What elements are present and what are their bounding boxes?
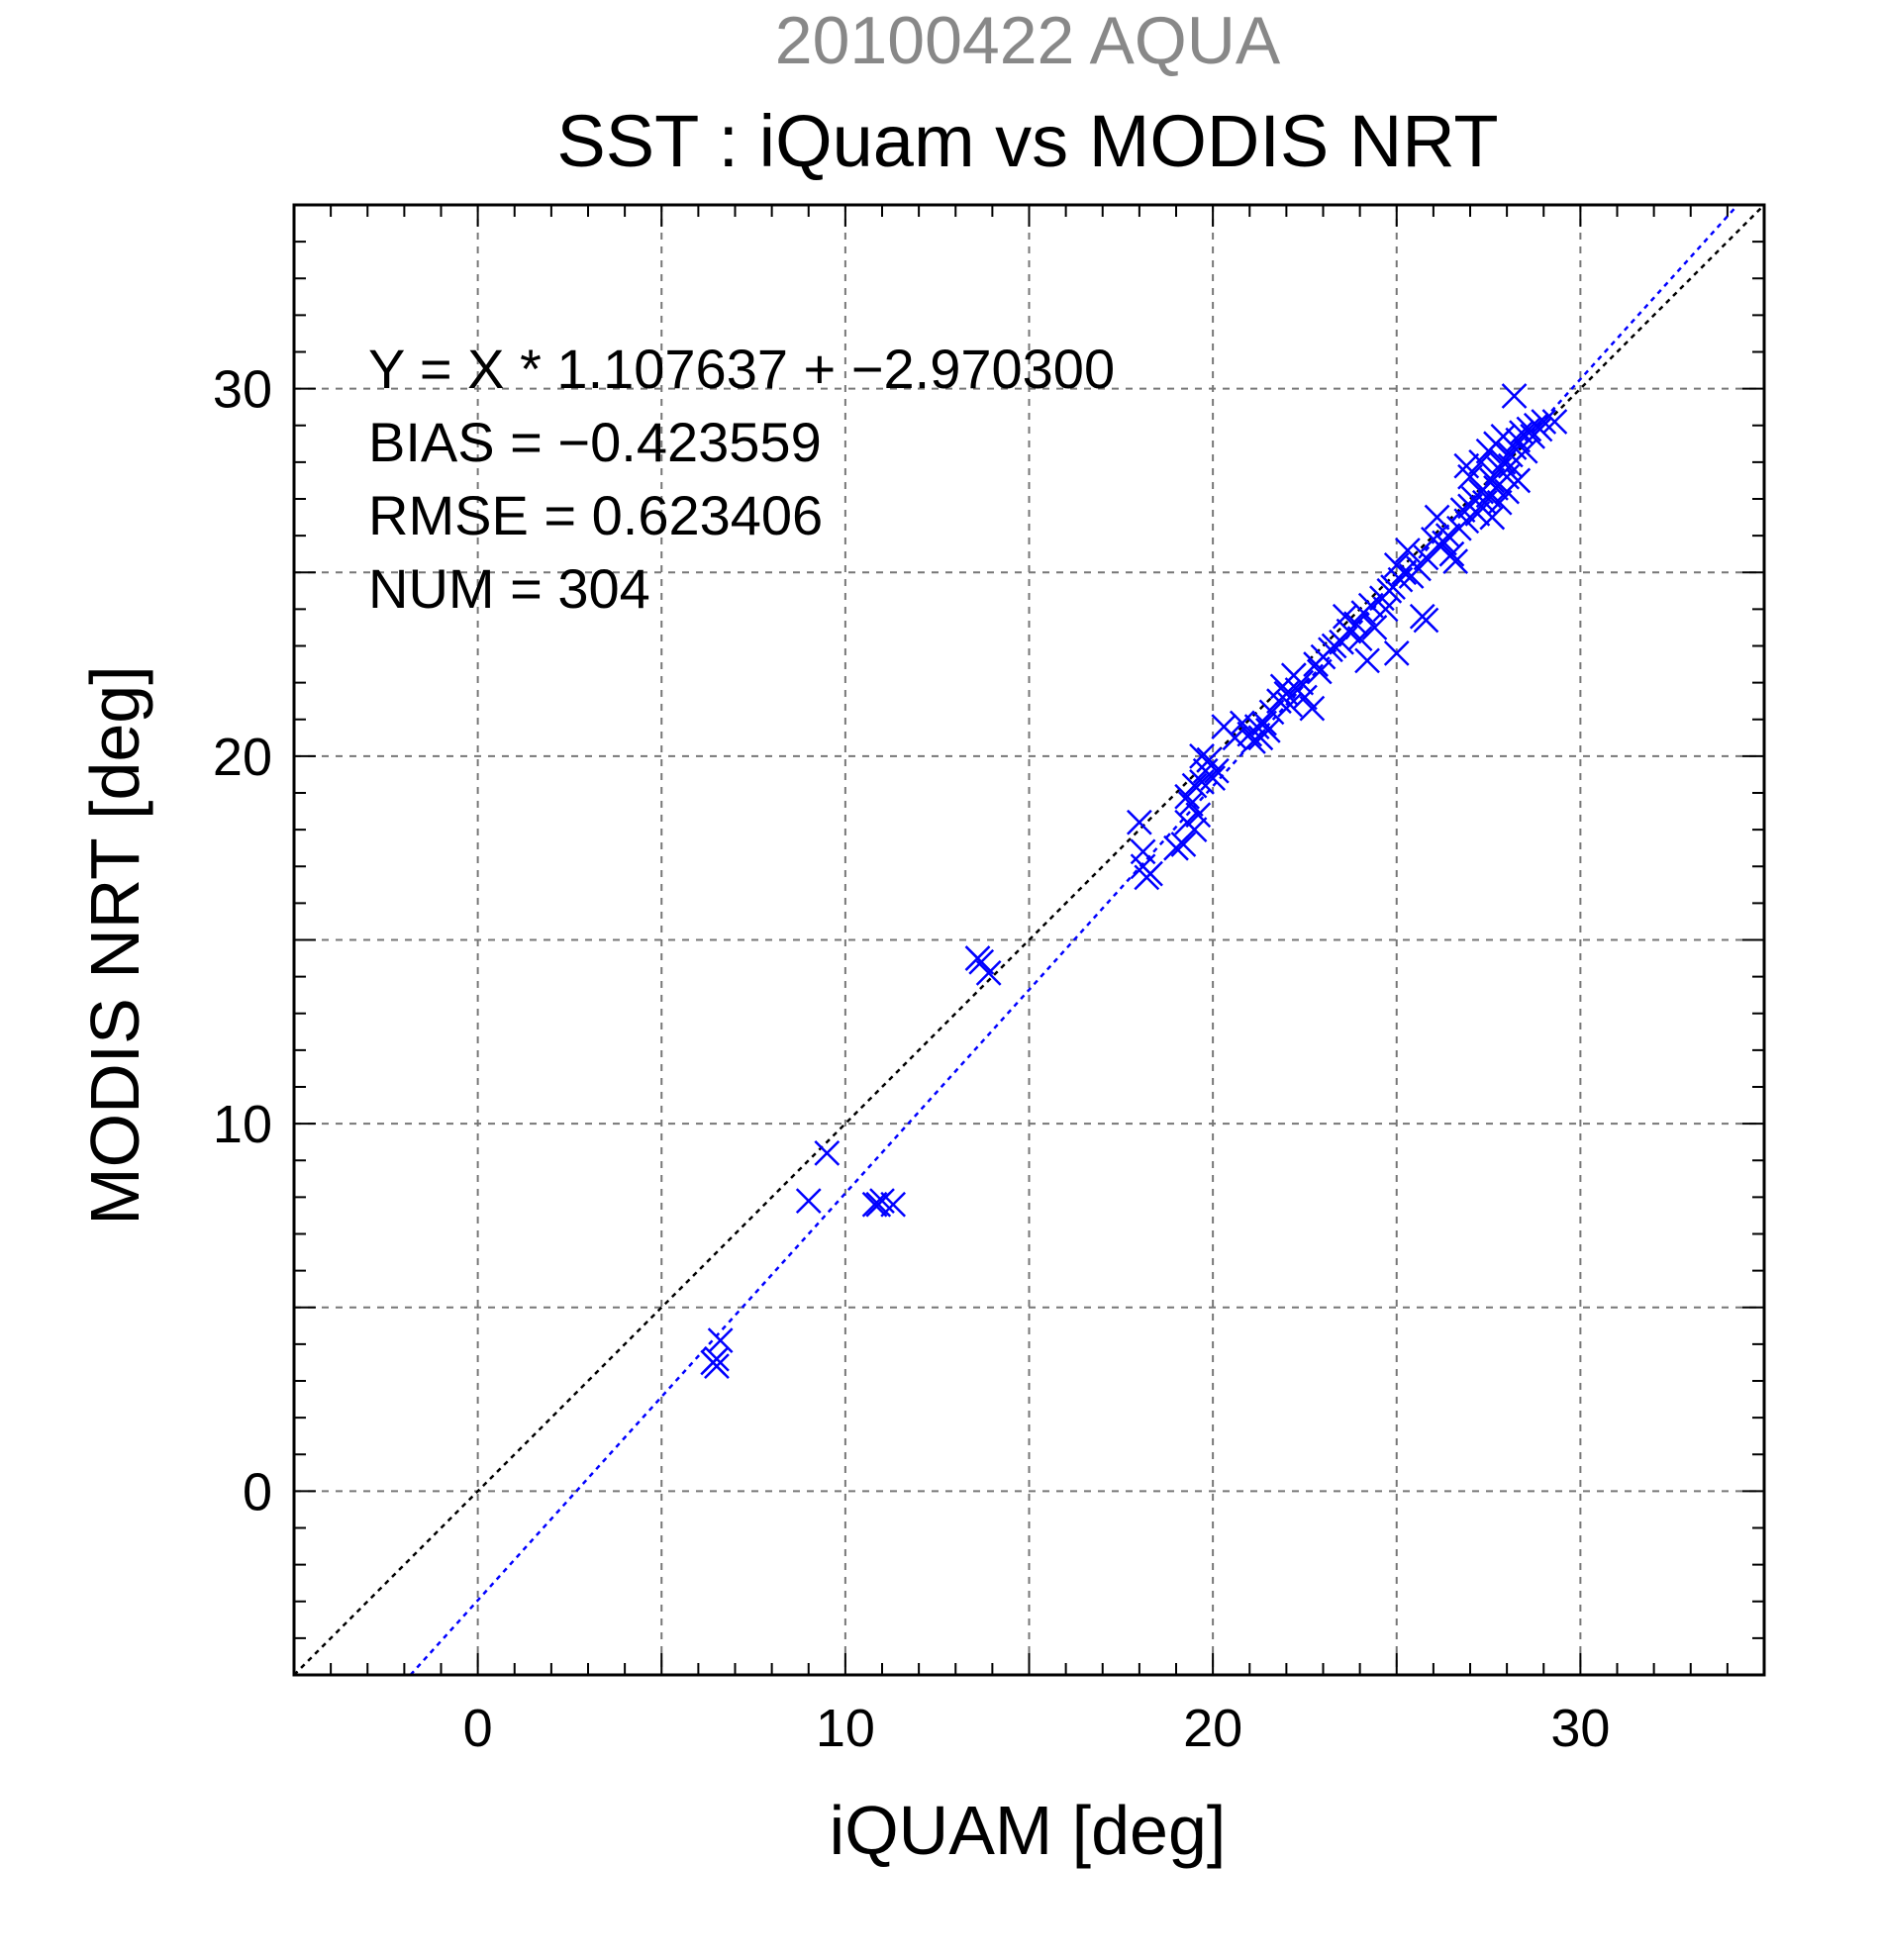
data-point bbox=[1240, 729, 1266, 754]
data-point bbox=[1501, 383, 1528, 409]
data-point bbox=[869, 1188, 895, 1214]
data-point bbox=[1413, 544, 1439, 571]
data-point bbox=[1200, 765, 1227, 792]
data-point bbox=[1505, 467, 1532, 494]
data-point bbox=[1424, 504, 1450, 531]
data-point bbox=[1354, 647, 1380, 674]
data-point bbox=[1531, 409, 1557, 435]
data-point bbox=[1395, 538, 1421, 563]
data-point bbox=[1464, 500, 1491, 527]
data-point bbox=[1516, 416, 1542, 442]
minor-ticks bbox=[293, 204, 1765, 1676]
x-tick-label: 10 bbox=[816, 1699, 875, 1758]
data-point bbox=[1332, 603, 1358, 630]
data-point bbox=[1306, 658, 1333, 685]
data-point bbox=[1203, 757, 1230, 784]
x-axis-label: iQUAM [deg] bbox=[830, 1792, 1227, 1869]
data-point bbox=[1468, 448, 1495, 475]
data-point bbox=[861, 1191, 888, 1218]
chart-title: SST : iQuam vs MODIS NRT bbox=[556, 100, 1498, 182]
data-point bbox=[1269, 673, 1296, 700]
reference-lines bbox=[293, 204, 1765, 1676]
data-point bbox=[1243, 714, 1270, 740]
y-tick-label: 20 bbox=[213, 728, 272, 787]
data-point bbox=[1181, 817, 1208, 843]
data-point bbox=[1130, 838, 1156, 865]
data-point bbox=[1541, 409, 1568, 435]
x-tick-label: 30 bbox=[1550, 1699, 1610, 1758]
data-point bbox=[1361, 615, 1388, 640]
x-tick-label: 20 bbox=[1183, 1699, 1242, 1758]
plot-frame bbox=[292, 203, 1766, 1677]
data-point bbox=[1181, 772, 1208, 799]
x-tick-label: 0 bbox=[463, 1699, 493, 1758]
stats-line: NUM = 304 bbox=[368, 557, 650, 620]
data-point bbox=[1346, 626, 1373, 651]
data-point bbox=[1174, 783, 1201, 810]
data-point bbox=[1391, 559, 1418, 586]
data-point bbox=[1432, 530, 1457, 556]
data-point bbox=[1490, 424, 1517, 449]
data-point bbox=[1357, 592, 1384, 619]
y-tick-label: 0 bbox=[243, 1462, 272, 1521]
data-point bbox=[704, 1353, 730, 1380]
stats-annotation: Y = X * 1.107637 + −2.970300 BIAS = −0.42… bbox=[368, 338, 1115, 620]
data-point bbox=[1479, 467, 1506, 494]
fit-line bbox=[409, 204, 1739, 1676]
data-point bbox=[1126, 809, 1152, 835]
data-point bbox=[1277, 692, 1303, 718]
data-point bbox=[1442, 548, 1469, 574]
y-tick-label: 10 bbox=[213, 1095, 272, 1154]
data-point bbox=[1251, 710, 1277, 736]
data-point bbox=[1512, 438, 1538, 464]
stats-line: Y = X * 1.107637 + −2.970300 bbox=[368, 338, 1115, 400]
data-point bbox=[1229, 710, 1255, 736]
data-point bbox=[704, 1345, 730, 1372]
data-point bbox=[1497, 441, 1524, 468]
data-point bbox=[1383, 640, 1410, 666]
data-point bbox=[1299, 695, 1326, 722]
data-point bbox=[968, 948, 995, 975]
data-point bbox=[1138, 860, 1163, 887]
data-point bbox=[1438, 540, 1465, 567]
data-point bbox=[1413, 607, 1439, 634]
data-point bbox=[975, 960, 1002, 986]
chart-subtitle: 20100422 AQUA bbox=[775, 3, 1281, 78]
data-point bbox=[814, 1139, 841, 1166]
stats-line: BIAS = −0.423559 bbox=[368, 411, 822, 473]
y-axis-label: MODIS NRT [deg] bbox=[76, 665, 153, 1225]
data-point bbox=[1406, 555, 1432, 582]
data-point bbox=[1387, 566, 1414, 593]
data-point bbox=[1372, 596, 1399, 623]
data-point bbox=[1486, 489, 1513, 516]
data-point bbox=[1479, 504, 1506, 531]
y-tick-labels: 0 10 20 30 bbox=[213, 360, 272, 1522]
data-point bbox=[1449, 497, 1476, 524]
data-point bbox=[1170, 832, 1197, 857]
y-tick-label: 30 bbox=[213, 360, 272, 420]
x-tick-labels: 0 10 20 30 bbox=[463, 1699, 1611, 1758]
data-point bbox=[1321, 633, 1347, 659]
identity-line bbox=[293, 204, 1765, 1676]
data-points bbox=[700, 383, 1568, 1380]
data-point bbox=[1292, 684, 1318, 711]
data-point bbox=[795, 1188, 822, 1214]
stats-line: RMSE = 0.623406 bbox=[368, 484, 823, 546]
data-point bbox=[1527, 416, 1553, 442]
data-point bbox=[1185, 802, 1212, 829]
data-point bbox=[1453, 452, 1480, 479]
